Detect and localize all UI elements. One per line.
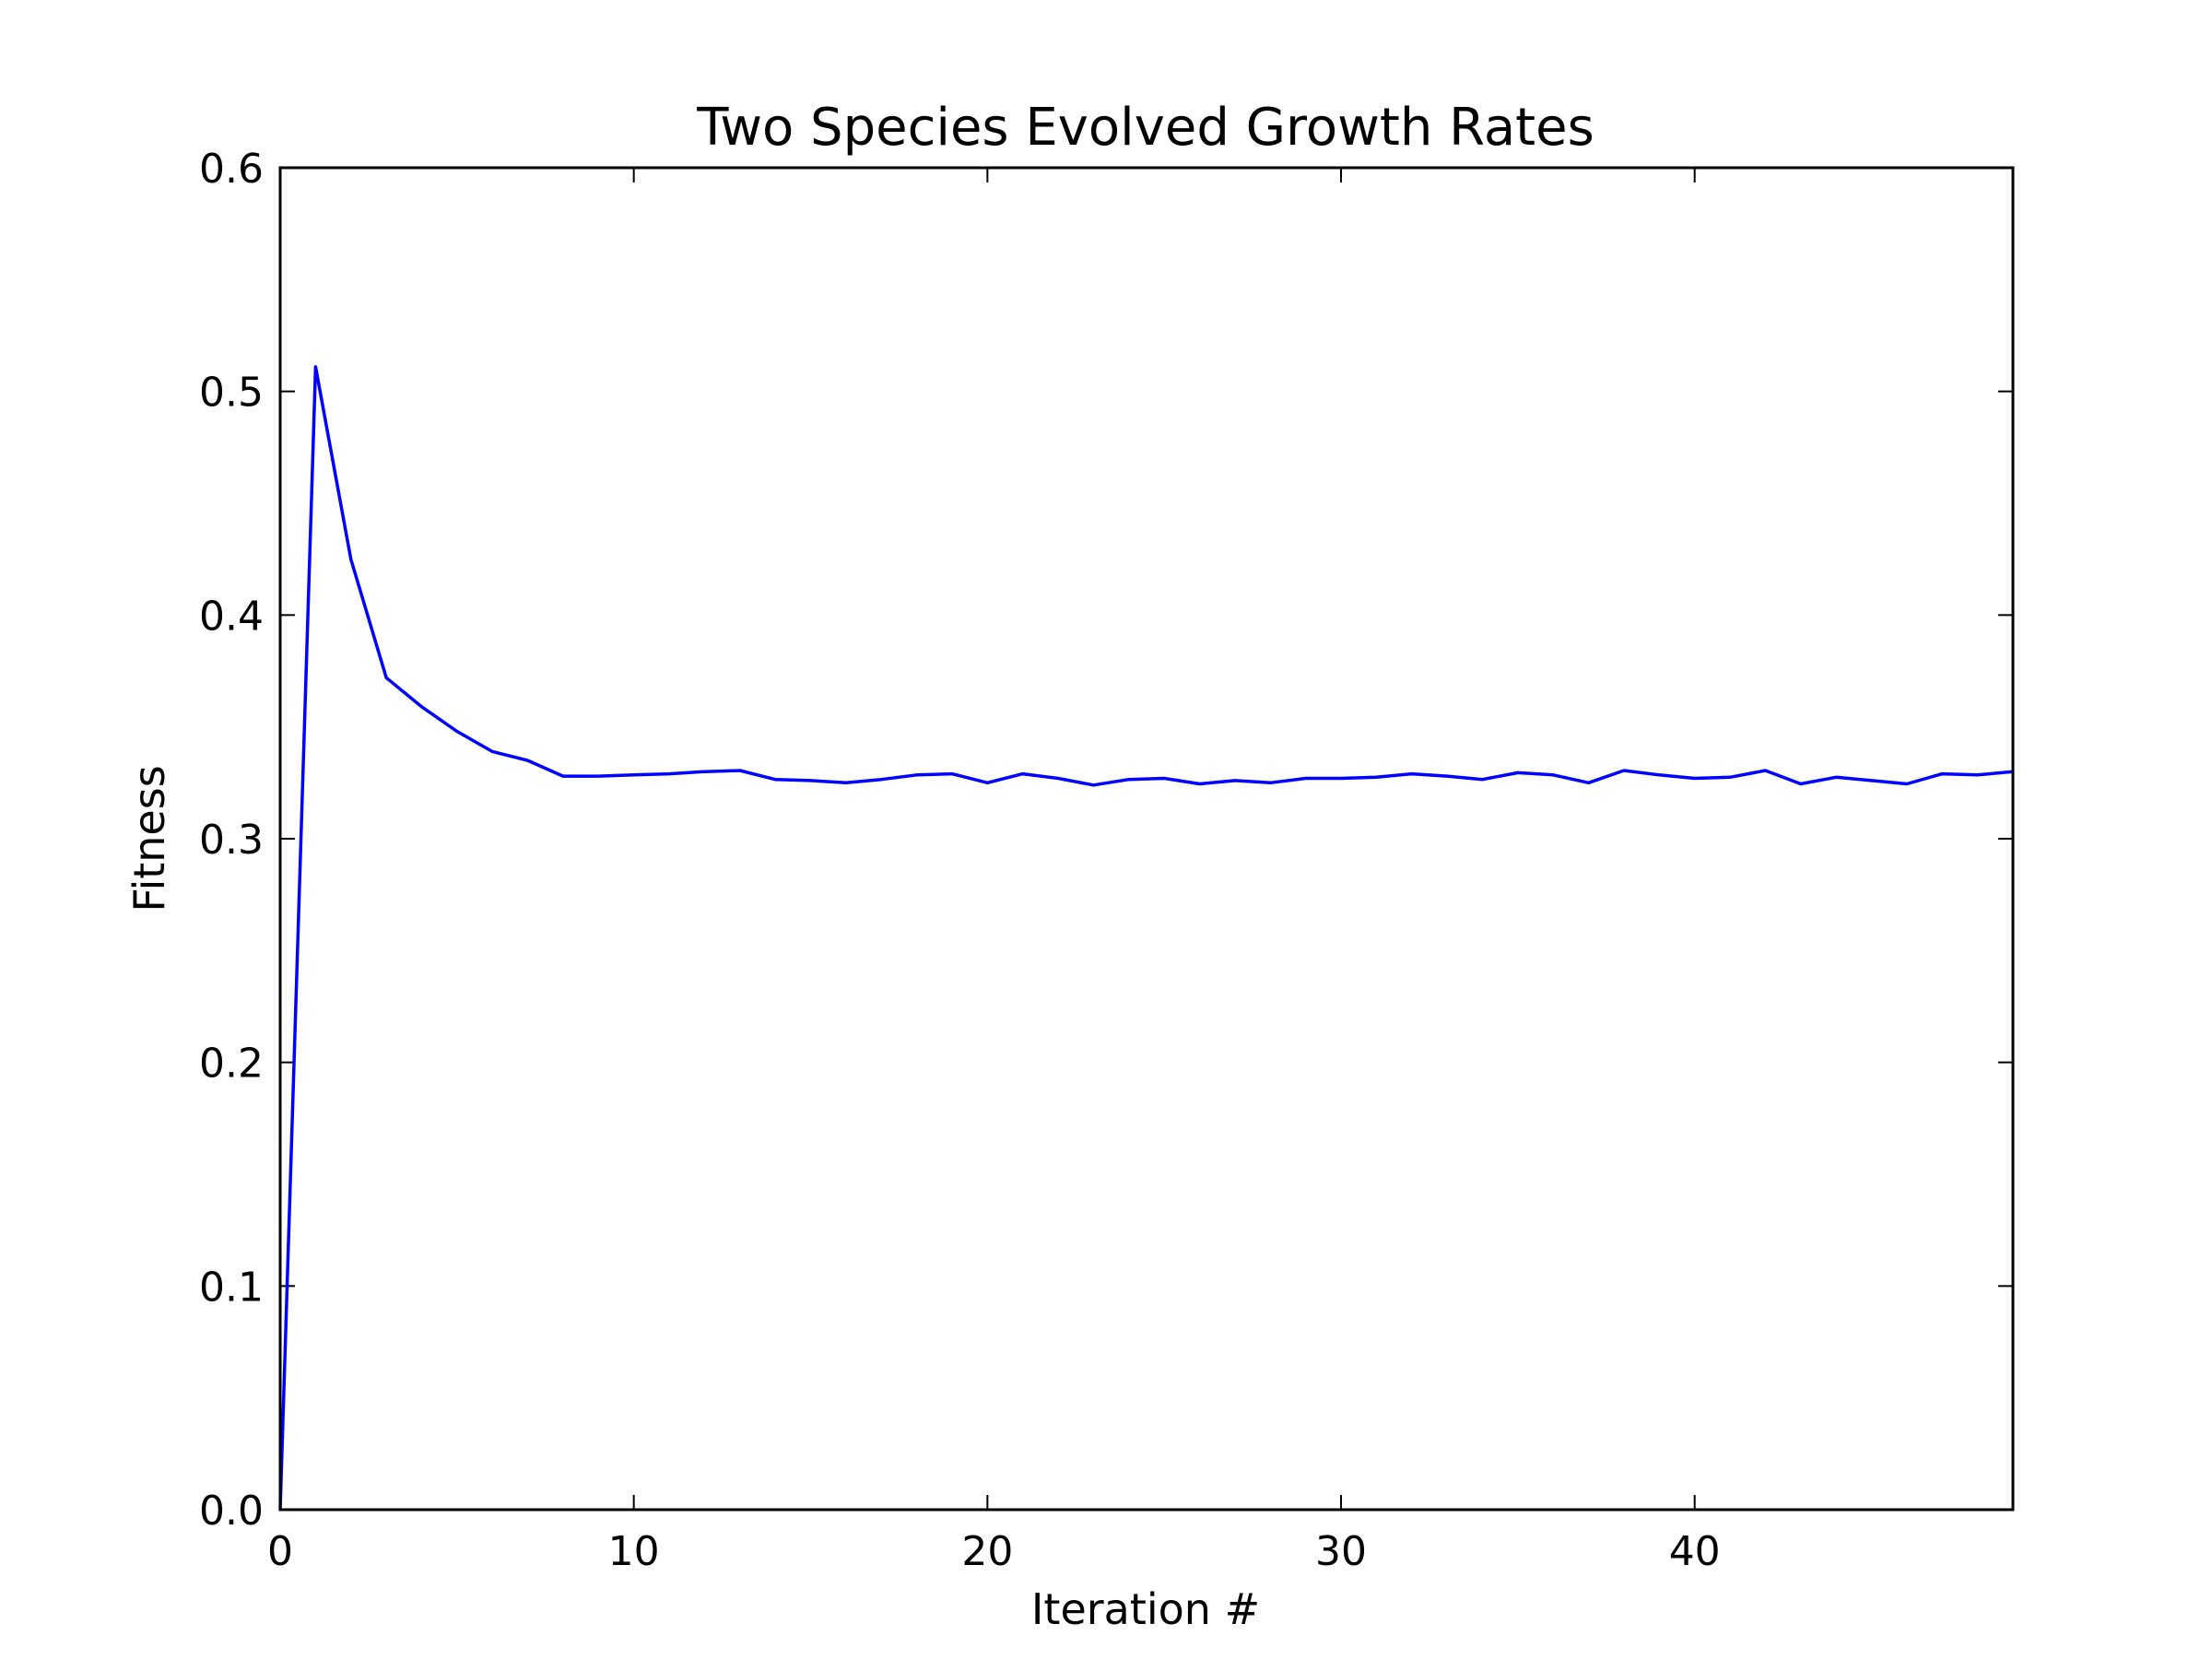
chart-title: Two Species Evolved Growth Rates bbox=[696, 98, 1594, 158]
x-tick-label: 40 bbox=[1669, 1528, 1721, 1575]
x-tick-label: 0 bbox=[267, 1528, 293, 1575]
y-tick-label: 0.4 bbox=[199, 593, 264, 640]
plot-frame bbox=[278, 166, 2015, 1512]
y-tick-label: 0.3 bbox=[199, 817, 264, 864]
y-tick-label: 0.1 bbox=[199, 1264, 264, 1311]
y-tick-label: 0.6 bbox=[199, 146, 264, 193]
y-tick-label: 0.2 bbox=[199, 1041, 264, 1088]
x-axis-label: Iteration # bbox=[1031, 1584, 1260, 1634]
series-line bbox=[278, 365, 2014, 1511]
x-tick-label: 30 bbox=[1315, 1528, 1367, 1575]
y-tick-label: 0.5 bbox=[199, 370, 264, 417]
y-tick-label: 0.0 bbox=[199, 1488, 264, 1535]
x-tick-label: 10 bbox=[608, 1528, 660, 1575]
series-layer bbox=[278, 365, 2014, 1511]
y-axis-label: Fitness bbox=[124, 765, 174, 912]
axis-ticks: 0 10 20 30 40 0.0 0.1 0.2 0.3 0.4 0.5 0.6 bbox=[199, 146, 2013, 1575]
x-tick-label: 20 bbox=[961, 1528, 1013, 1575]
